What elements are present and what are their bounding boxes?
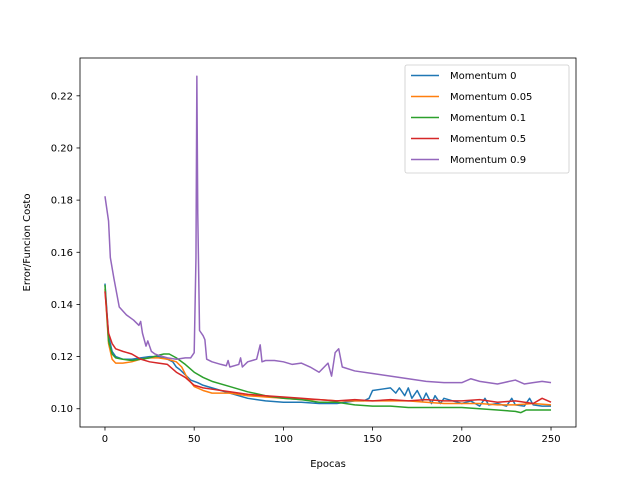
legend-label-3: Momentum 0.5 bbox=[450, 134, 526, 145]
series-lines bbox=[104, 75, 552, 414]
y-tick-label: 0.18 bbox=[51, 196, 73, 207]
plot-frame bbox=[79, 57, 577, 428]
legend-label-1: Momentum 0.05 bbox=[450, 92, 532, 103]
legend-label-0: Momentum 0 bbox=[450, 71, 517, 82]
x-axis-label: Epocas bbox=[310, 459, 346, 470]
legend-label-4: Momentum 0.9 bbox=[450, 155, 526, 166]
y-axis-label: Error/Funcion Costo bbox=[22, 194, 33, 292]
x-axis: 0 50 100 150 200 250 bbox=[102, 427, 561, 445]
legend: Momentum 0 Momentum 0.05 Momentum 0.1 Momen… bbox=[404, 64, 570, 174]
y-tick-label: 0.16 bbox=[51, 248, 73, 259]
y-tick-label: 0.22 bbox=[51, 91, 73, 102]
y-axis: 0.10 0.12 0.14 0.16 0.18 0.20 0.22 bbox=[51, 91, 80, 415]
y-tick-label: 0.10 bbox=[51, 404, 73, 415]
x-tick-label: 0 bbox=[102, 434, 108, 445]
x-tick-label: 150 bbox=[363, 434, 382, 445]
series-line-4 bbox=[104, 75, 552, 385]
y-tick-label: 0.12 bbox=[51, 352, 73, 363]
y-tick-label: 0.20 bbox=[51, 143, 73, 154]
x-tick-label: 250 bbox=[541, 434, 560, 445]
legend-box bbox=[404, 64, 570, 174]
x-tick-label: 50 bbox=[188, 434, 201, 445]
x-tick-label: 200 bbox=[452, 434, 471, 445]
series-line-3 bbox=[104, 291, 552, 405]
y-tick-label: 0.14 bbox=[51, 300, 73, 311]
x-tick-label: 100 bbox=[274, 434, 293, 445]
legend-label-2: Momentum 0.1 bbox=[450, 113, 526, 124]
